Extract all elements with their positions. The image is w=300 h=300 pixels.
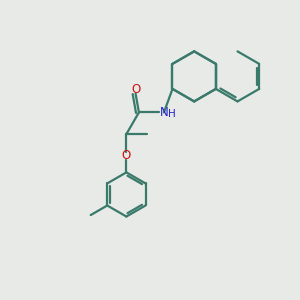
Text: N: N <box>160 106 168 119</box>
Text: H: H <box>168 109 176 119</box>
Text: O: O <box>122 149 131 162</box>
Text: O: O <box>131 83 140 96</box>
